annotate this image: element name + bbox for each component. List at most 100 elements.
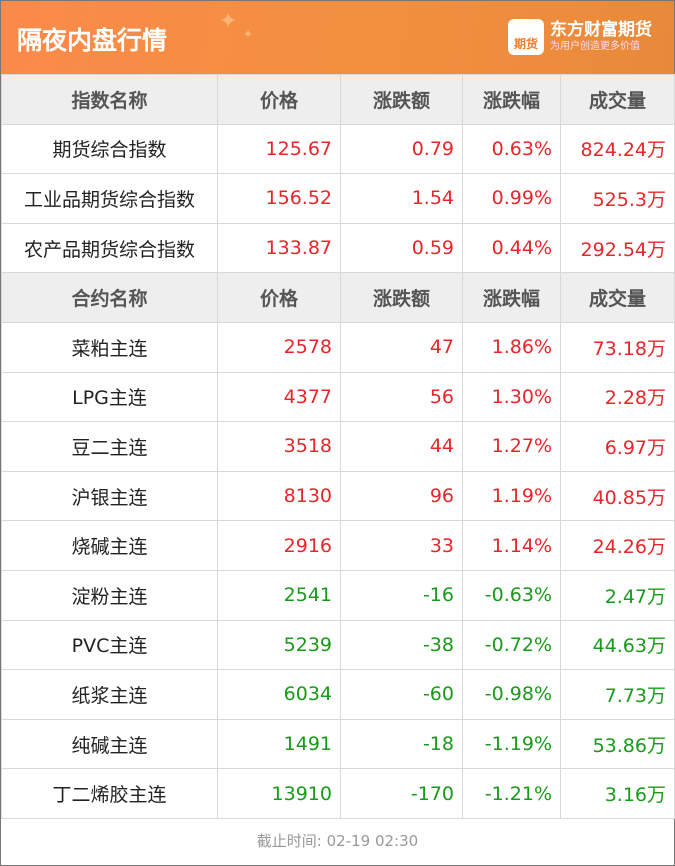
change-pct-cell: 0.99% [462, 173, 561, 224]
change-pct-cell: 0.63% [462, 123, 561, 175]
change-pct-cell: 1.14% [462, 520, 561, 571]
name-cell: 农产品期货综合指数 [1, 222, 218, 274]
table-header-row: 指数名称 价格 涨跌额 涨跌幅 成交量 [1, 74, 675, 125]
table-row[interactable]: 淀粉主连 2541 -16 -0.63% 2.47万 [1, 569, 675, 621]
change-cell: 44 [340, 421, 463, 472]
table-row[interactable]: 丁二烯胶主连 13910 -170 -1.21% 3.16万 [1, 768, 675, 819]
name-cell: 工业品期货综合指数 [1, 173, 218, 224]
name-cell: 烧碱主连 [1, 520, 218, 571]
update-time: 截止时间: 02-19 02:30 [256, 831, 419, 850]
volume-cell: 525.3万 [560, 173, 675, 224]
table-row[interactable]: 豆二主连 3518 44 1.27% 6.97万 [1, 421, 675, 472]
sparkle-icon: ✦ [243, 27, 254, 41]
change-cell: 47 [340, 321, 463, 373]
price-cell: 125.67 [217, 123, 341, 175]
price-cell: 156.52 [217, 173, 341, 224]
change-cell: 0.79 [340, 123, 463, 175]
change-cell: -170 [340, 768, 463, 819]
table-row[interactable]: 菜粕主连 2578 47 1.86% 73.18万 [1, 321, 675, 373]
change-cell: -16 [340, 569, 463, 621]
price-cell: 2578 [217, 321, 341, 373]
brand-logo: 期货 东方财富期货 为用户创造更多价值 [508, 19, 652, 55]
logo-icon: 期货 [508, 19, 544, 55]
name-cell: LPG主连 [1, 371, 218, 423]
name-cell: 沪银主连 [1, 470, 218, 522]
name-cell: 淀粉主连 [1, 569, 218, 621]
volume-cell: 6.97万 [560, 421, 675, 472]
column-header: 价格 [217, 272, 341, 323]
change-cell: 1.54 [340, 173, 463, 224]
change-cell: -18 [340, 718, 463, 770]
price-cell: 1491 [217, 718, 341, 770]
brand-name: 东方财富期货 [550, 20, 652, 40]
change-pct-cell: 0.44% [462, 222, 561, 274]
name-cell: 菜粕主连 [1, 321, 218, 373]
price-cell: 133.87 [217, 222, 341, 274]
volume-cell: 2.47万 [560, 569, 675, 621]
table-row[interactable]: 纯碱主连 1491 -18 -1.19% 53.86万 [1, 718, 675, 770]
price-cell: 4377 [217, 371, 341, 423]
price-cell: 5239 [217, 619, 341, 671]
price-cell: 2916 [217, 520, 341, 571]
table-row[interactable]: 工业品期货综合指数 156.52 1.54 0.99% 525.3万 [1, 173, 675, 224]
table-row[interactable]: 烧碱主连 2916 33 1.14% 24.26万 [1, 520, 675, 571]
table-row[interactable]: PVC主连 5239 -38 -0.72% 44.63万 [1, 619, 675, 671]
column-header: 涨跌幅 [462, 272, 561, 323]
column-header: 指数名称 [1, 74, 218, 125]
price-cell: 13910 [217, 768, 341, 819]
volume-cell: 7.73万 [560, 669, 675, 720]
column-header: 涨跌额 [340, 272, 463, 323]
table-row[interactable]: 农产品期货综合指数 133.87 0.59 0.44% 292.54万 [1, 222, 675, 274]
change-cell: 96 [340, 470, 463, 522]
volume-cell: 44.63万 [560, 619, 675, 671]
column-header: 合约名称 [1, 272, 218, 323]
column-header: 涨跌幅 [462, 74, 561, 125]
change-pct-cell: -0.98% [462, 669, 561, 720]
table-row[interactable]: 期货综合指数 125.67 0.79 0.63% 824.24万 [1, 123, 675, 175]
change-pct-cell: 1.30% [462, 371, 561, 423]
name-cell: 期货综合指数 [1, 123, 218, 175]
quote-table: 指数名称 价格 涨跌额 涨跌幅 成交量 期货综合指数 125.67 0.79 0.63% 824.… [1, 74, 675, 819]
volume-cell: 292.54万 [560, 222, 675, 274]
change-cell: -38 [340, 619, 463, 671]
column-header: 成交量 [560, 272, 675, 323]
volume-cell: 24.26万 [560, 520, 675, 571]
volume-cell: 73.18万 [560, 321, 675, 373]
name-cell: 豆二主连 [1, 421, 218, 472]
price-cell: 6034 [217, 669, 341, 720]
volume-cell: 3.16万 [560, 768, 675, 819]
change-pct-cell: -1.19% [462, 718, 561, 770]
table-header-row: 合约名称 价格 涨跌额 涨跌幅 成交量 [1, 272, 675, 323]
name-cell: 丁二烯胶主连 [1, 768, 218, 819]
name-cell: PVC主连 [1, 619, 218, 671]
column-header: 涨跌额 [340, 74, 463, 125]
volume-cell: 2.28万 [560, 371, 675, 423]
table-row[interactable]: 沪银主连 8130 96 1.19% 40.85万 [1, 470, 675, 522]
change-pct-cell: -1.21% [462, 768, 561, 819]
change-cell: -60 [340, 669, 463, 720]
header: 隔夜内盘行情 ✦ ✦ 期货 东方财富期货 为用户创造更多价值 [1, 1, 674, 74]
brand-slogan: 为用户创造更多价值 [550, 41, 640, 52]
change-pct-cell: 1.27% [462, 421, 561, 472]
price-cell: 3518 [217, 421, 341, 472]
table-row[interactable]: 纸浆主连 6034 -60 -0.98% 7.73万 [1, 669, 675, 720]
column-header: 价格 [217, 74, 341, 125]
change-cell: 56 [340, 371, 463, 423]
change-cell: 33 [340, 520, 463, 571]
change-pct-cell: 1.19% [462, 470, 561, 522]
change-pct-cell: -0.63% [462, 569, 561, 621]
name-cell: 纯碱主连 [1, 718, 218, 770]
change-cell: 0.59 [340, 222, 463, 274]
table-row[interactable]: LPG主连 4377 56 1.30% 2.28万 [1, 371, 675, 423]
price-cell: 8130 [217, 470, 341, 522]
volume-cell: 40.85万 [560, 470, 675, 522]
page-title: 隔夜内盘行情 [17, 26, 168, 55]
change-pct-cell: 1.86% [462, 321, 561, 373]
volume-cell: 53.86万 [560, 718, 675, 770]
column-header: 成交量 [560, 74, 675, 125]
volume-cell: 824.24万 [560, 123, 675, 175]
change-pct-cell: -0.72% [462, 619, 561, 671]
sparkle-icon: ✦ [219, 9, 238, 34]
price-cell: 2541 [217, 569, 341, 621]
